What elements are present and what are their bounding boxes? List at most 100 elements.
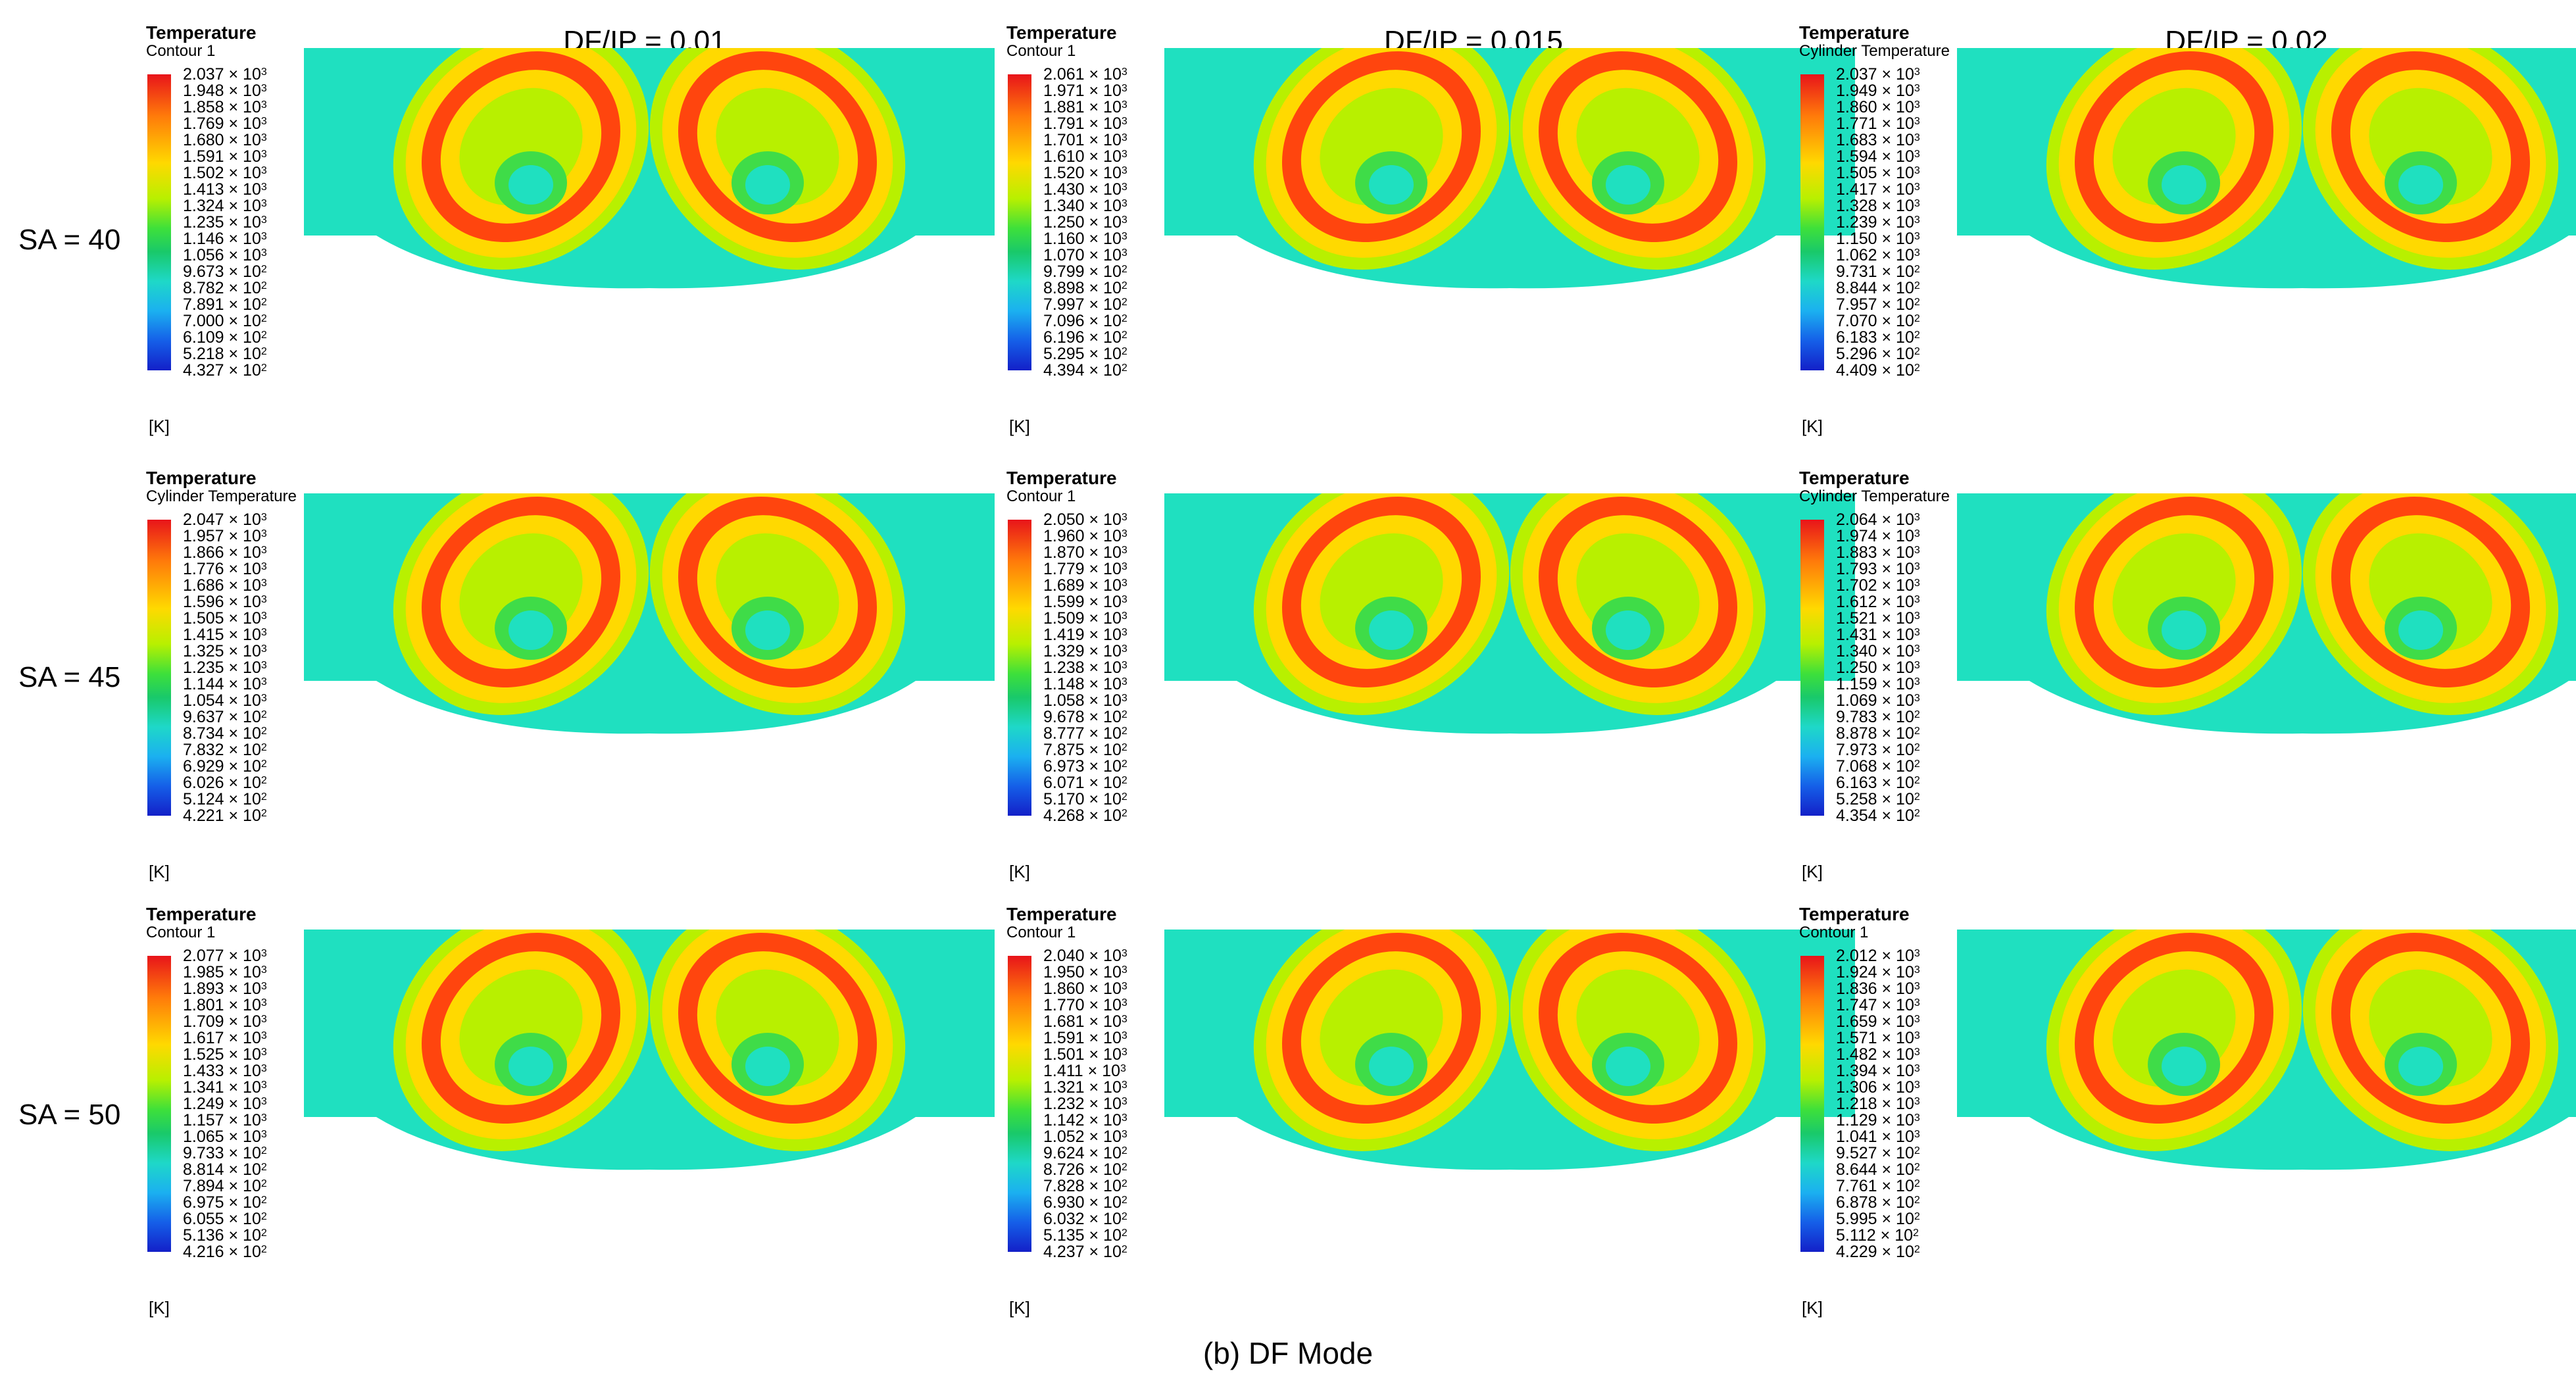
legend-tick-label: 5.295 × 102 <box>1043 345 1127 363</box>
legend-tick-value: 1.686 <box>183 576 224 595</box>
legend-unit: [K] <box>1802 862 1823 881</box>
legend-tick-label: 1.974 × 103 <box>1836 527 1920 545</box>
legend-tick-label: 1.218 × 103 <box>1836 1095 1920 1113</box>
legend-tick-value: 6.109 <box>183 328 224 347</box>
contour-svg <box>1164 48 1855 289</box>
legend-tick-value: 1.157 <box>183 1111 224 1129</box>
legend-tick-label: 1.430 × 103 <box>1043 180 1127 199</box>
legend-tick-label: 1.686 × 103 <box>183 576 267 595</box>
legend-tick-label: 1.041 × 103 <box>1836 1128 1920 1146</box>
legend-tick-value: 4.229 <box>1836 1243 1877 1261</box>
legend-unit: [K] <box>1802 416 1823 436</box>
legend-tick-label: 2.040 × 103 <box>1043 947 1127 965</box>
legend-tick-labels: 2.064 × 103 1.974 × 103 1.883 × 103 1.793 ×… <box>1836 512 1957 824</box>
color-legend: Temperature Contour 1 2.061 × 103 1.971 × 1… <box>1006 23 1164 457</box>
color-legend: Temperature Cylinder Temperature 2.037 × 1… <box>1799 23 1957 457</box>
legend-tick-value: 1.779 <box>1043 560 1085 578</box>
legend-tick-value: 7.096 <box>1043 312 1085 330</box>
legend-tick-label: 1.893 × 103 <box>183 980 267 998</box>
legend-tick-value: 1.394 <box>1836 1062 1877 1080</box>
legend-tick-label: 2.061 × 103 <box>1043 65 1127 84</box>
contour-svg <box>1164 930 1855 1170</box>
color-scale-bar <box>1800 956 1824 1252</box>
legend-tick-value: 1.985 <box>183 963 224 981</box>
legend-tick-label: 1.701 × 103 <box>1043 131 1127 149</box>
legend-tick-value: 8.814 <box>183 1160 224 1179</box>
legend-tick-label: 1.325 × 103 <box>183 642 267 660</box>
contour-panel: Temperature Cylinder Temperature 2.064 × 1… <box>1799 468 2576 903</box>
legend-tick-value: 1.413 <box>183 180 224 199</box>
legend-tick-label: 2.077 × 103 <box>183 947 267 965</box>
legend-tick-value: 1.129 <box>1836 1111 1877 1129</box>
legend-tick-value: 2.012 <box>1836 947 1877 965</box>
legend-tick-value: 9.678 <box>1043 708 1085 726</box>
legend-tick-value: 1.960 <box>1043 527 1085 545</box>
legend-tick-label: 1.482 × 103 <box>1836 1045 1920 1064</box>
legend-tick-label: 7.891 × 102 <box>183 295 267 314</box>
legend-title: Temperature <box>146 468 257 488</box>
legend-tick-value: 1.329 <box>1043 642 1085 660</box>
color-legend: Temperature Cylinder Temperature 2.064 × 1… <box>1799 468 1957 903</box>
legend-subtitle: Cylinder Temperature <box>146 487 297 505</box>
color-scale-bar <box>1800 74 1824 370</box>
legend-tick-label: 1.870 × 103 <box>1043 543 1127 562</box>
legend-tick-value: 1.419 <box>1043 626 1085 644</box>
legend-tick-labels: 2.050 × 103 1.960 × 103 1.870 × 103 1.779 ×… <box>1043 512 1164 824</box>
legend-tick-label: 7.997 × 102 <box>1043 295 1127 314</box>
legend-tick-value: 6.183 <box>1836 328 1877 347</box>
legend-tick-value: 1.502 <box>183 164 224 182</box>
legend-tick-label: 1.419 × 103 <box>1043 626 1127 644</box>
legend-tick-label: 1.505 × 103 <box>183 609 267 628</box>
legend-tick-label: 9.637 × 102 <box>183 708 267 726</box>
contour-panel: Temperature Contour 1 2.077 × 103 1.985 × 1… <box>146 905 995 1339</box>
legend-tick-value: 1.415 <box>183 626 224 644</box>
legend-tick-label: 1.142 × 103 <box>1043 1111 1127 1129</box>
legend-tick-label: 4.237 × 102 <box>1043 1243 1127 1261</box>
legend-tick-label: 7.000 × 102 <box>183 312 267 330</box>
legend-tick-labels: 2.040 × 103 1.950 × 103 1.860 × 103 1.770 ×… <box>1043 948 1164 1260</box>
legend-tick-label: 1.702 × 103 <box>1836 576 1920 595</box>
legend-tick-label: 6.032 × 102 <box>1043 1210 1127 1228</box>
legend-tick-labels: 2.077 × 103 1.985 × 103 1.893 × 103 1.801 ×… <box>183 948 304 1260</box>
legend-subtitle: Contour 1 <box>146 924 216 941</box>
legend-tick-value: 1.659 <box>1836 1012 1877 1031</box>
legend-tick-label: 1.340 × 103 <box>1836 642 1920 660</box>
legend-subtitle: Contour 1 <box>1006 487 1076 505</box>
legend-tick-value: 7.891 <box>183 295 224 314</box>
legend-tick-value: 7.000 <box>183 312 224 330</box>
legend-tick-label: 1.836 × 103 <box>1836 980 1920 998</box>
legend-tick-value: 1.054 <box>183 691 224 710</box>
legend-tick-value: 9.527 <box>1836 1144 1877 1162</box>
legend-tick-label: 1.340 × 103 <box>1043 197 1127 215</box>
legend-tick-label: 4.221 × 102 <box>183 807 267 825</box>
legend-tick-value: 1.144 <box>183 675 224 693</box>
legend-tick-value: 1.235 <box>183 658 224 677</box>
legend-tick-value: 8.644 <box>1836 1160 1877 1179</box>
legend-tick-value: 1.482 <box>1836 1045 1877 1064</box>
legend-tick-value: 1.325 <box>183 642 224 660</box>
legend-tick-label: 1.413 × 103 <box>183 180 267 199</box>
legend-title: Temperature <box>1006 22 1117 43</box>
legend-tick-label: 9.731 × 102 <box>1836 262 1920 281</box>
legend-tick-label: 1.146 × 103 <box>183 230 267 248</box>
legend-tick-label: 4.216 × 102 <box>183 1243 267 1261</box>
legend-tick-value: 7.875 <box>1043 741 1085 759</box>
legend-tick-value: 1.328 <box>1836 197 1877 215</box>
legend-tick-value: 9.637 <box>183 708 224 726</box>
legend-tick-value: 1.159 <box>1836 675 1877 693</box>
legend-tick-label: 6.109 × 102 <box>183 328 267 347</box>
legend-tick-labels: 2.061 × 103 1.971 × 103 1.881 × 103 1.791 ×… <box>1043 65 1164 379</box>
legend-tick-value: 5.124 <box>183 790 224 808</box>
flame-lobes <box>2046 930 2559 1151</box>
legend-tick-value: 7.957 <box>1836 295 1877 314</box>
legend-tick-label: 7.973 × 102 <box>1836 741 1920 759</box>
legend-tick-value: 8.726 <box>1043 1160 1085 1179</box>
legend-tick-value: 8.777 <box>1043 724 1085 743</box>
contour-svg <box>304 48 995 289</box>
legend-tick-label: 1.250 × 103 <box>1836 658 1920 677</box>
legend-tick-label: 8.782 × 102 <box>183 279 267 297</box>
legend-tick-value: 1.160 <box>1043 230 1085 248</box>
legend-title: Temperature <box>1799 468 1910 488</box>
legend-tick-value: 6.878 <box>1836 1193 1877 1212</box>
legend-tick-label: 1.433 × 103 <box>183 1062 267 1080</box>
